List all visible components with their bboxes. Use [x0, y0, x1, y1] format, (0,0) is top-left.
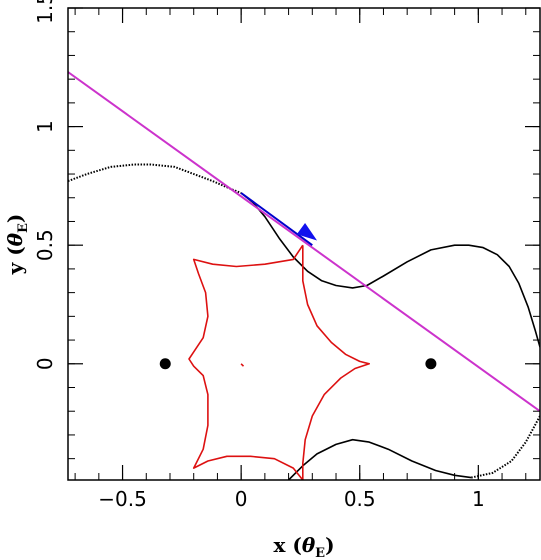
critical-curve-upper-dotted: [68, 163, 242, 194]
x-tick-label: −0.5: [98, 487, 147, 511]
critical-curve-upper: [240, 192, 540, 348]
critical-curve-lower: [288, 438, 472, 480]
source-trajectory-line: [68, 71, 540, 413]
x-axis-label: x (θE): [273, 533, 334, 560]
trajectory-segment-line: [240, 192, 313, 246]
lens-point: [425, 358, 437, 370]
axis-tick-labels: −0.5 0 0.5 1 0 0.5 1 1.5: [33, 0, 485, 511]
y-tick-label: 1: [33, 120, 57, 133]
x-tick-label: 1: [472, 487, 485, 511]
axis-ticks: [68, 7, 540, 480]
lens-point: [159, 358, 171, 370]
x-tick-label: 0.5: [344, 487, 376, 511]
caustic-small: [240, 363, 245, 367]
critical-curve-lower-dotted: [470, 415, 540, 479]
x-tick-label: 0: [235, 487, 248, 511]
caustic-curve: [188, 244, 371, 480]
y-tick-label: 1.5: [33, 0, 57, 24]
plot-area: [68, 71, 540, 480]
plot-frame: [67, 7, 541, 481]
y-tick-label: 0: [33, 357, 57, 370]
arrow-head: [296, 222, 318, 241]
y-axis-label: y (θE): [3, 214, 31, 276]
y-tick-label: 0.5: [33, 229, 57, 261]
